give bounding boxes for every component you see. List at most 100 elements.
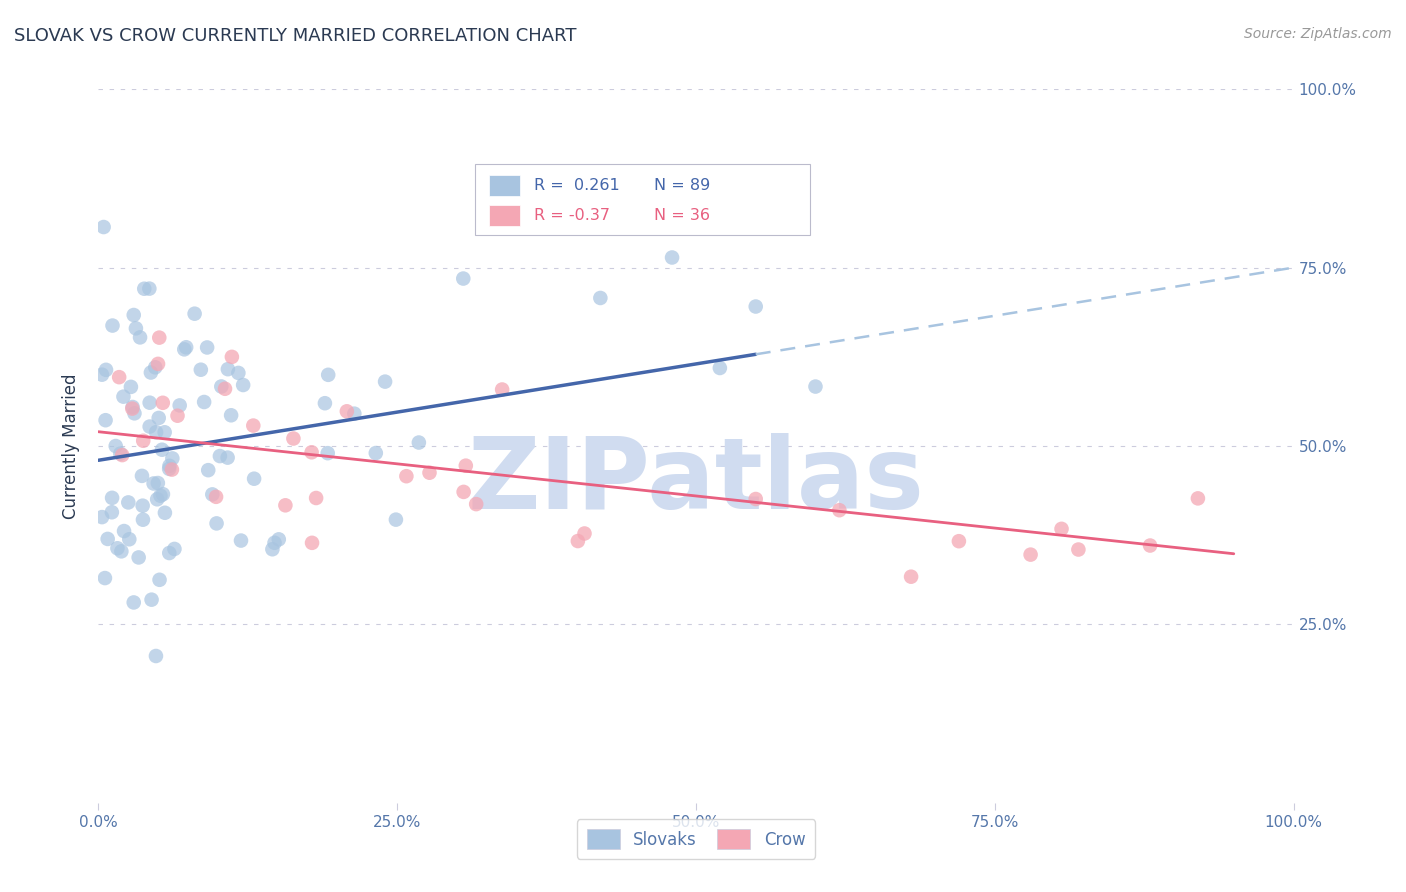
Point xyxy=(112,390,135,404)
Point xyxy=(142,476,165,491)
Point xyxy=(314,396,336,410)
Point xyxy=(91,510,114,524)
Point xyxy=(243,472,266,486)
Point xyxy=(125,321,148,335)
Bar xyxy=(475,164,810,235)
Text: Source: ZipAtlas.com: Source: ZipAtlas.com xyxy=(1244,27,1392,41)
Point xyxy=(118,533,141,547)
Point xyxy=(94,571,117,585)
Point xyxy=(146,492,169,507)
Point xyxy=(193,395,215,409)
Point xyxy=(453,271,475,285)
Point xyxy=(201,487,224,501)
Point xyxy=(301,536,323,550)
Point xyxy=(157,546,180,560)
Point xyxy=(219,409,242,423)
Point xyxy=(453,484,475,499)
Point xyxy=(138,395,160,409)
Point xyxy=(131,499,153,513)
Point xyxy=(173,343,195,357)
Point xyxy=(94,413,117,427)
Point xyxy=(385,513,408,527)
Point xyxy=(262,542,284,557)
Point xyxy=(1050,522,1073,536)
Point xyxy=(454,458,477,473)
Point xyxy=(828,503,851,517)
Point xyxy=(143,360,166,375)
Text: N = 36: N = 36 xyxy=(654,208,710,223)
Point xyxy=(221,350,243,364)
Point xyxy=(129,330,152,344)
Point xyxy=(217,362,239,376)
Point xyxy=(336,404,359,418)
Point xyxy=(121,400,143,414)
Text: R =  0.261: R = 0.261 xyxy=(534,178,620,193)
Point xyxy=(152,396,174,410)
Point xyxy=(121,401,143,416)
Point xyxy=(208,449,231,463)
Point xyxy=(567,534,589,549)
Point xyxy=(139,366,162,380)
Point xyxy=(283,432,305,446)
Point xyxy=(709,361,731,376)
Point xyxy=(138,419,160,434)
Point xyxy=(214,382,236,396)
Point xyxy=(162,451,184,466)
Point xyxy=(101,318,124,333)
Point xyxy=(745,300,768,314)
Point xyxy=(110,544,132,558)
Point xyxy=(217,450,239,465)
Point xyxy=(97,532,120,546)
Point xyxy=(1139,539,1161,553)
Point xyxy=(146,476,169,491)
Point xyxy=(661,251,683,265)
Point xyxy=(117,495,139,509)
Point xyxy=(242,418,264,433)
Point xyxy=(316,446,339,460)
Point xyxy=(316,368,339,382)
Point xyxy=(589,291,612,305)
Point xyxy=(131,468,153,483)
Text: R = -0.37: R = -0.37 xyxy=(534,208,610,223)
Point xyxy=(141,592,163,607)
Bar xyxy=(489,205,520,227)
Point xyxy=(183,307,205,321)
Point xyxy=(197,463,219,477)
Point xyxy=(112,524,135,538)
Point xyxy=(149,489,172,503)
Y-axis label: Currently Married: Currently Married xyxy=(62,373,80,519)
Point xyxy=(163,541,186,556)
Point xyxy=(804,379,827,393)
Point xyxy=(94,363,117,377)
Point xyxy=(418,466,440,480)
Point xyxy=(93,220,115,235)
Point xyxy=(101,491,124,505)
Point xyxy=(145,648,167,663)
Point xyxy=(134,282,156,296)
Point xyxy=(229,533,252,548)
Text: N = 89: N = 89 xyxy=(654,178,710,193)
Point xyxy=(146,357,169,371)
Point xyxy=(374,375,396,389)
Point xyxy=(169,398,191,412)
Point xyxy=(205,516,228,531)
Point xyxy=(124,406,146,420)
Point xyxy=(301,445,323,459)
Point xyxy=(263,535,285,549)
Point xyxy=(305,491,328,505)
Point xyxy=(132,434,155,448)
Bar xyxy=(489,175,520,196)
Point xyxy=(138,282,160,296)
Point xyxy=(1019,548,1042,562)
Point xyxy=(132,513,155,527)
Point xyxy=(101,505,124,519)
Point xyxy=(152,487,174,501)
Point xyxy=(205,490,228,504)
Point xyxy=(104,439,127,453)
Point xyxy=(110,447,132,461)
Point xyxy=(465,497,488,511)
Point xyxy=(174,340,197,354)
Point xyxy=(948,534,970,549)
Point xyxy=(364,446,387,460)
Point xyxy=(122,595,145,609)
